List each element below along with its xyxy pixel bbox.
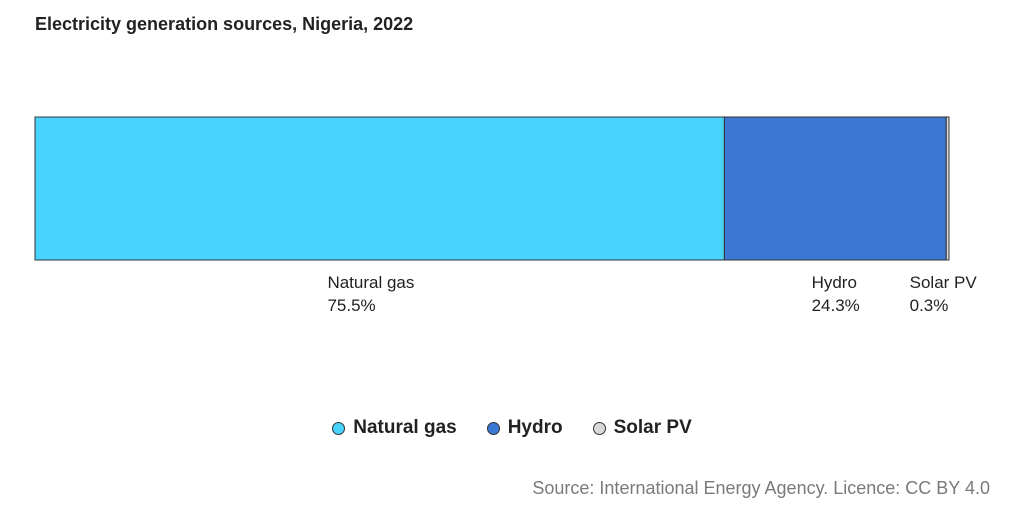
legend-swatch-hydro <box>486 421 500 435</box>
bar-segment-hydro[interactable] <box>723 116 947 261</box>
legend-swatch-natural-gas <box>332 421 346 435</box>
data-label-value-hydro: 24.3% <box>812 296 860 315</box>
data-label-name-natural-gas: Natural gas <box>327 273 414 292</box>
source-note: Source: International Energy Agency. Lic… <box>532 478 990 498</box>
bar-segment-natural-gas[interactable] <box>34 116 725 261</box>
legend-label-solar-pv: Solar PV <box>613 417 692 438</box>
legend-item-natural-gas[interactable]: Natural gas <box>332 417 457 439</box>
legend-label-hydro: Hydro <box>507 417 563 438</box>
data-label-value-solar-pv: 0.3% <box>910 296 949 315</box>
data-label-name-solar-pv: Solar PV <box>910 273 978 292</box>
legend-label-natural-gas: Natural gas <box>353 417 457 438</box>
legend: Natural gas Hydro Solar PV <box>0 417 1024 439</box>
legend-item-hydro[interactable]: Hydro <box>486 417 563 439</box>
chart-title: Electricity generation sources, Nigeria,… <box>35 14 414 34</box>
legend-swatch-solar-pv <box>592 421 606 435</box>
stacked-bar-chart: Natural gas 75.5% Hydro 24.3% Solar PV 0.3% <box>34 116 978 315</box>
bar-segment-solar-pv[interactable] <box>945 116 950 261</box>
legend-item-solar-pv[interactable]: Solar PV <box>592 417 692 439</box>
data-label-value-natural-gas: 75.5% <box>327 296 375 315</box>
data-label-name-hydro: Hydro <box>812 273 857 292</box>
